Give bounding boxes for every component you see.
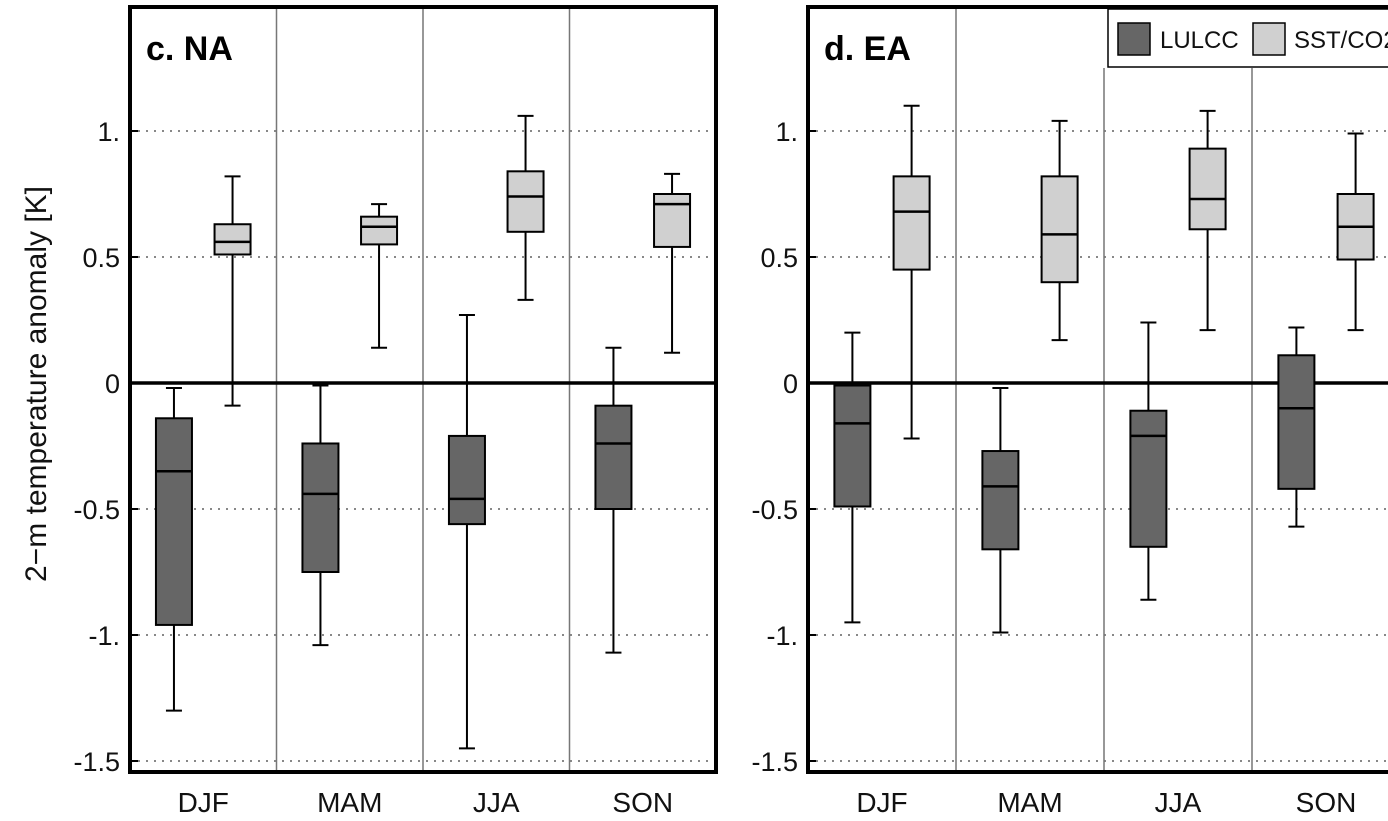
- box-iqr: [981, 450, 1020, 551]
- y-tick-label: -1.5: [751, 747, 798, 777]
- x-category-label: SON: [612, 787, 673, 818]
- box-lulcc-son: [1277, 326, 1316, 528]
- y-tick-label: 1.: [775, 117, 798, 147]
- box-iqr: [213, 223, 252, 256]
- box-iqr: [1040, 175, 1079, 284]
- x-category-label: MAM: [997, 787, 1062, 818]
- legend-swatch: [1252, 22, 1286, 56]
- box-iqr: [1188, 147, 1227, 231]
- box-sst-co2-jja: [1188, 109, 1227, 332]
- box-lulcc-mam: [301, 384, 340, 647]
- y-tick-label: 0: [783, 369, 798, 399]
- box-iqr: [833, 384, 872, 508]
- box-lulcc-son: [594, 346, 633, 654]
- box-sst-co2-djf: [213, 175, 252, 407]
- box-sst-co2-jja: [506, 114, 545, 301]
- legend-item: SST/CO2: [1252, 22, 1388, 56]
- y-tick-label: 1.: [97, 117, 120, 147]
- box-lulcc-mam: [981, 387, 1020, 634]
- panel-title: d. EA: [824, 30, 911, 68]
- y-axis-label: 2−m temperature anomaly [K]: [20, 186, 53, 582]
- plot-frame: [128, 5, 718, 774]
- box-sst-co2-mam: [1040, 119, 1079, 342]
- x-category-label: DJF: [856, 787, 907, 818]
- panel-title: c. NA: [146, 30, 233, 68]
- box-iqr: [506, 170, 545, 233]
- x-category-label: JJA: [473, 787, 520, 818]
- box-sst-co2-son: [653, 172, 692, 354]
- panel-c: 1. 0.5 0 -0.5 -1. -1.5 DJF MAM JJA SON c. NA: [73, 5, 718, 818]
- legend-label: SST/CO2: [1294, 27, 1388, 54]
- legend: LULCC SST/CO2: [1107, 8, 1388, 68]
- x-category-label: DJF: [178, 787, 229, 818]
- box-sst-co2-son: [1336, 132, 1375, 332]
- y-tick-label: -0.5: [73, 495, 120, 525]
- box-sst-co2-djf: [892, 104, 931, 440]
- legend-label: LULCC: [1160, 27, 1239, 54]
- panel-d: 1. 0.5 0 -0.5 -1. -1.5 DJF MAM JJA SON d. EA: [751, 5, 1388, 818]
- box-iqr: [301, 442, 340, 574]
- legend-swatch: [1117, 22, 1151, 56]
- y-tick-label: -1.5: [73, 747, 120, 777]
- panels: 1. 0.5 0 -0.5 -1. -1.5 DJF MAM JJA SON c. NA 1. 0.5 0…: [73, 5, 1388, 818]
- x-category-label: JJA: [1155, 787, 1202, 818]
- box-lulcc-djf: [154, 387, 193, 712]
- box-lulcc-djf: [833, 331, 872, 624]
- box-iqr: [653, 193, 692, 248]
- y-tick-label: 0.5: [760, 243, 798, 273]
- y-tick-label: -1.: [766, 621, 798, 651]
- y-tick-label: -1.: [88, 621, 120, 651]
- box-iqr: [154, 417, 193, 626]
- y-tick-label: 0.5: [82, 243, 120, 273]
- box-iqr: [1277, 354, 1316, 490]
- y-tick-label: -0.5: [751, 495, 798, 525]
- box-iqr: [447, 434, 486, 526]
- box-iqr: [1129, 409, 1168, 548]
- x-category-label: MAM: [317, 787, 382, 818]
- box-sst-co2-mam: [360, 203, 399, 349]
- legend-box: [1107, 8, 1388, 68]
- box-lulcc-jja: [1129, 321, 1168, 601]
- box-iqr: [360, 215, 399, 246]
- box-iqr: [892, 175, 931, 271]
- box-iqr: [594, 404, 633, 510]
- legend-item: LULCC: [1117, 22, 1239, 56]
- x-category-label: SON: [1296, 787, 1357, 818]
- plot-frame: [806, 5, 1388, 774]
- y-tick-label: 0: [105, 369, 120, 399]
- box-lulcc-jja: [447, 313, 486, 750]
